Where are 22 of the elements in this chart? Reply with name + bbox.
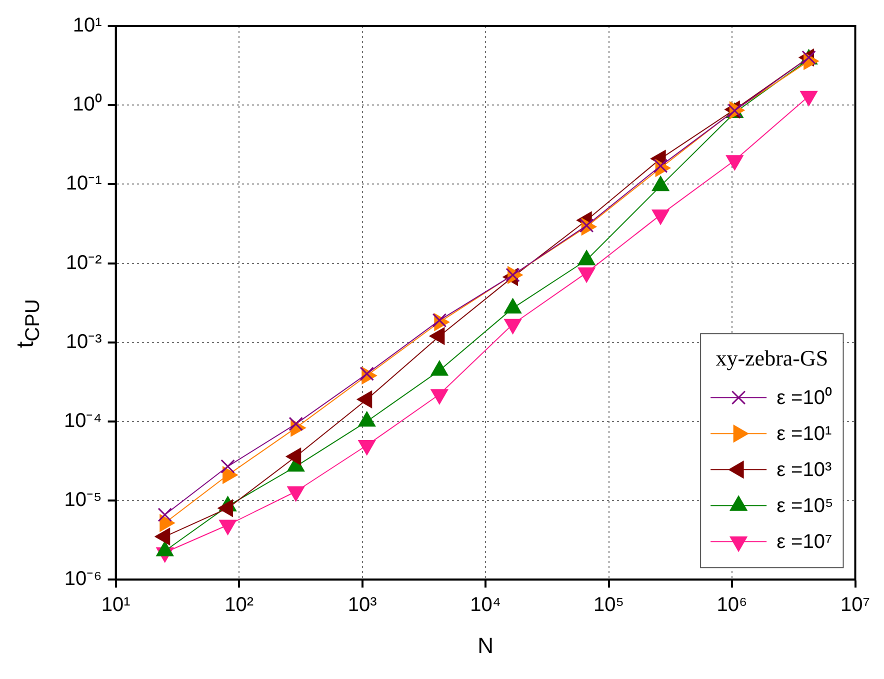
legend-label: ε =10⁷ [776,531,832,554]
x-tick-label: 10⁷ [840,594,870,616]
legend-label: ε =10³ [776,459,832,482]
legend-title: xy-zebra-GS [716,345,828,370]
y-tick-label: 10⁻⁵ [64,489,102,512]
legend-label: ε =10⁰ [776,386,832,410]
x-axis-title: N [478,632,494,658]
legend-label: ε =10⁵ [776,495,834,518]
x-tick-label: 10⁶ [716,594,748,616]
x-tick-label: 10¹ [101,594,131,616]
legend-label: ε =10¹ [776,423,832,446]
y-tick-label: 10⁻⁴ [64,410,102,432]
x-tick-label: 10⁵ [594,594,624,616]
y-tick-label: 10⁻³ [66,330,102,353]
y-tick-label: 10⁻⁶ [64,568,102,590]
x-tick-label: 10⁴ [470,594,501,616]
x-tick-label: 10² [224,594,254,616]
y-tick-label: 10⁻² [66,252,102,274]
y-tick-label: 10⁻¹ [66,172,102,195]
y-tick-label: 10¹ [72,14,102,37]
y-tick-label: 10⁰ [72,92,102,116]
x-tick-label: 10³ [348,594,378,616]
